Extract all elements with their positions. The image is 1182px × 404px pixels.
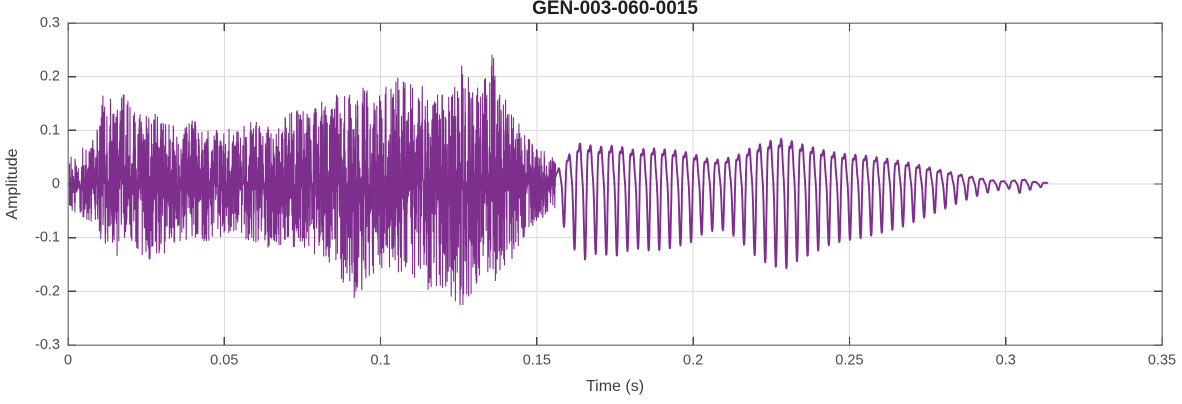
x-tick-label: 0.3 (996, 353, 1016, 369)
x-tick-label: 0.35 (1148, 353, 1176, 369)
x-tick-label: 0.1 (370, 353, 390, 369)
waveform-noise-segment (67, 54, 557, 306)
y-tick-label: 0.1 (40, 122, 60, 138)
y-tick-label: 0 (52, 176, 60, 192)
x-tick-label: 0 (64, 353, 72, 369)
x-tick-label: 0.2 (683, 353, 703, 369)
y-tick-label: 0.3 (40, 15, 60, 31)
y-tick-label: -0.1 (35, 230, 60, 246)
x-tick-label: 0.25 (835, 353, 863, 369)
y-tick-label: -0.3 (35, 337, 60, 353)
y-tick-label: 0.2 (40, 69, 60, 85)
y-tick-label: -0.2 (35, 283, 60, 299)
x-tick-label: 0.15 (523, 353, 551, 369)
chart-title: GEN-003-060-0015 (532, 0, 698, 19)
waveform-tone-segment (554, 137, 1049, 270)
x-axis-label: Time (s) (585, 378, 645, 395)
x-tick-label: 0.05 (210, 353, 238, 369)
